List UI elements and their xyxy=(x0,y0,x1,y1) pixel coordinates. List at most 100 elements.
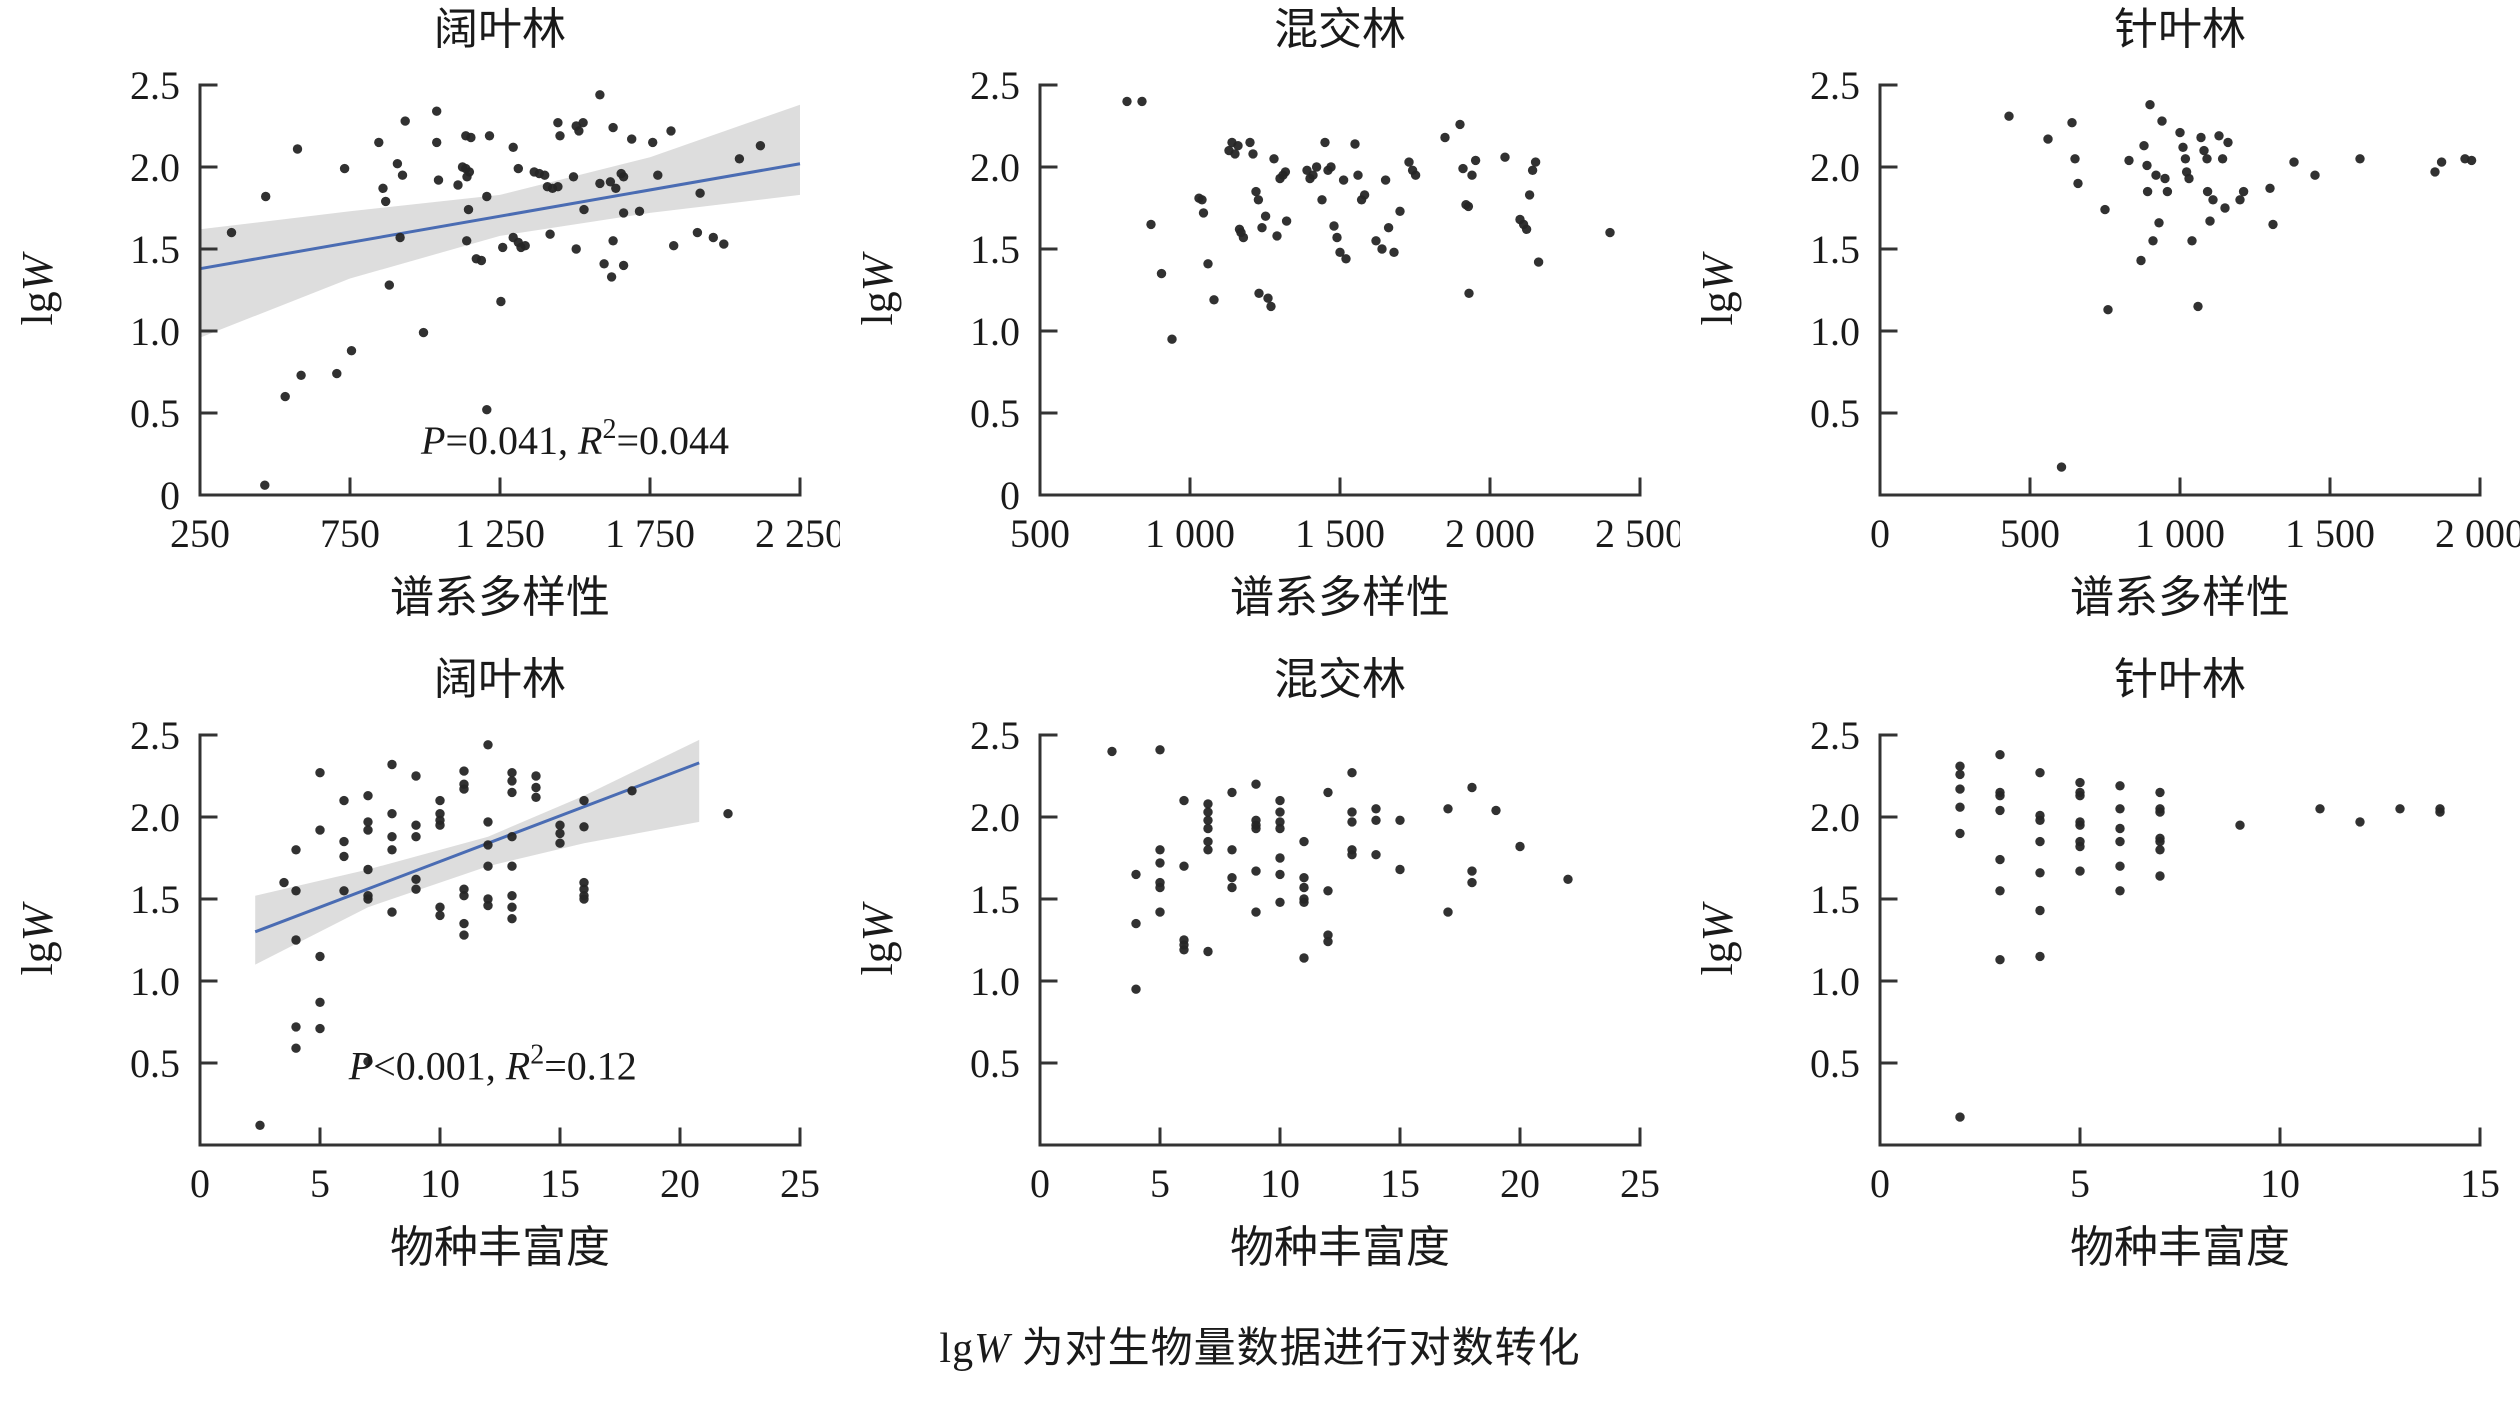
data-point xyxy=(1455,119,1465,130)
data-point xyxy=(484,131,495,141)
data-point xyxy=(496,296,506,307)
data-point xyxy=(1955,769,1965,780)
data-point xyxy=(574,126,584,136)
data-point xyxy=(531,782,541,793)
data-point xyxy=(555,828,565,839)
data-point xyxy=(476,255,487,266)
data-point xyxy=(531,792,541,802)
data-point xyxy=(1353,170,1363,180)
data-point xyxy=(2115,861,2125,871)
data-point xyxy=(1155,858,1165,868)
data-point xyxy=(1179,861,1189,871)
data-point xyxy=(260,480,270,490)
data-point xyxy=(1251,779,1261,789)
panel-broadleaf-phylogenetic: 250 750 1 250 1 750 2 250 0 0.5 1.0 1.5 2.0 2.5 阔叶林… xyxy=(0,0,840,650)
panel-broadleaf-richness: 0 5 10 15 20 25 0.5 1.0 1.5 2.0 2.5 阔叶林 物种丰富度 lgW P<0.… xyxy=(0,650,840,1300)
data-point xyxy=(291,1043,301,1053)
data-point xyxy=(653,170,663,180)
data-point xyxy=(2155,845,2165,855)
data-point xyxy=(459,918,469,929)
data-point xyxy=(627,786,637,796)
data-point xyxy=(384,280,394,290)
panel-mixed-richness: 0 5 10 15 20 25 0.5 1.0 1.5 2.0 2.5 混交林 物种丰富度 lgW xyxy=(840,650,1680,1300)
data-point xyxy=(339,851,349,862)
y-tick-label: 2.5 xyxy=(1810,63,1860,108)
y-tick-label: 2.0 xyxy=(130,145,180,190)
data-point xyxy=(2004,111,2014,121)
data-point xyxy=(1275,807,1285,817)
data-point xyxy=(291,1022,301,1032)
data-point xyxy=(1227,787,1237,798)
data-point xyxy=(1955,784,1965,794)
y-tick-label: 2.5 xyxy=(130,63,180,108)
y-axis-label: lgW xyxy=(853,251,902,325)
data-point xyxy=(1371,850,1381,860)
data-point xyxy=(466,132,476,143)
y-tick-label: 1.5 xyxy=(130,227,180,272)
data-point xyxy=(1955,802,1965,812)
y-axis-label: lgW xyxy=(1693,251,1742,325)
data-point xyxy=(568,172,579,182)
data-point xyxy=(579,204,589,215)
data-point xyxy=(608,122,618,133)
y-tick-label: 1.5 xyxy=(1810,227,1860,272)
data-point xyxy=(291,935,301,945)
data-point xyxy=(2043,134,2053,144)
data-point xyxy=(2142,160,2152,171)
scatter-points xyxy=(1107,745,1573,994)
data-point xyxy=(363,791,373,801)
data-point xyxy=(1131,918,1141,929)
data-point xyxy=(1131,869,1141,880)
data-point xyxy=(462,236,472,246)
data-point xyxy=(435,902,445,912)
y-tick-label: 0 xyxy=(1000,473,1020,518)
scatter-panel-grid: 250 750 1 250 1 750 2 250 0 0.5 1.0 1.5 2.0 2.5 阔叶林… xyxy=(0,0,2520,1300)
y-tick-label: 2.0 xyxy=(1810,145,1860,190)
data-point xyxy=(339,886,349,896)
data-point xyxy=(1323,930,1333,940)
data-point xyxy=(1281,216,1292,226)
y-axis-label: lgW xyxy=(853,901,902,975)
y-tick-label: 2.0 xyxy=(1810,795,1860,840)
y-tick-label: 2.5 xyxy=(130,713,180,758)
y-tick-label: 1.5 xyxy=(970,227,1020,272)
data-point xyxy=(1299,873,1309,883)
regression-line xyxy=(254,761,700,934)
data-point xyxy=(579,822,589,832)
data-point xyxy=(1500,152,1510,162)
caption-lg: lg xyxy=(939,1326,975,1372)
data-point xyxy=(1251,907,1261,917)
data-point xyxy=(2223,137,2233,148)
data-point xyxy=(1238,232,1249,243)
data-point xyxy=(1155,882,1165,893)
data-point xyxy=(1467,170,1477,180)
data-point xyxy=(540,170,550,180)
x-tick-label: 0 xyxy=(1870,511,1890,556)
data-point xyxy=(1251,866,1261,876)
data-point xyxy=(1521,224,1532,234)
tick-labels: 0 5 10 15 20 25 0.5 1.0 1.5 2.0 2.5 xyxy=(130,713,820,1206)
data-point xyxy=(1995,791,2005,801)
data-point xyxy=(463,204,474,215)
tick-labels: 250 750 1 250 1 750 2 250 0 0.5 1.0 1.5 2.0 2.5 xyxy=(130,63,840,556)
data-point xyxy=(1299,953,1309,963)
data-point xyxy=(482,405,492,415)
data-point xyxy=(2315,804,2325,814)
data-point xyxy=(435,820,445,830)
x-tick-label: 1 500 xyxy=(2285,511,2375,556)
panel-title: 阔叶林 xyxy=(434,655,566,704)
data-point xyxy=(669,241,679,251)
y-tick-label: 1.0 xyxy=(1810,959,1860,1004)
data-point xyxy=(1260,211,1271,221)
data-point xyxy=(433,175,444,185)
data-point xyxy=(513,163,523,174)
data-point xyxy=(1395,815,1405,825)
data-point xyxy=(392,159,403,169)
data-point xyxy=(1464,288,1474,298)
data-point xyxy=(2157,116,2167,126)
data-point xyxy=(2035,868,2045,878)
data-point xyxy=(2289,157,2299,167)
figure-caption: lgW 为对生物量数据进行对数转化 xyxy=(0,1314,2520,1375)
data-point xyxy=(618,208,629,218)
